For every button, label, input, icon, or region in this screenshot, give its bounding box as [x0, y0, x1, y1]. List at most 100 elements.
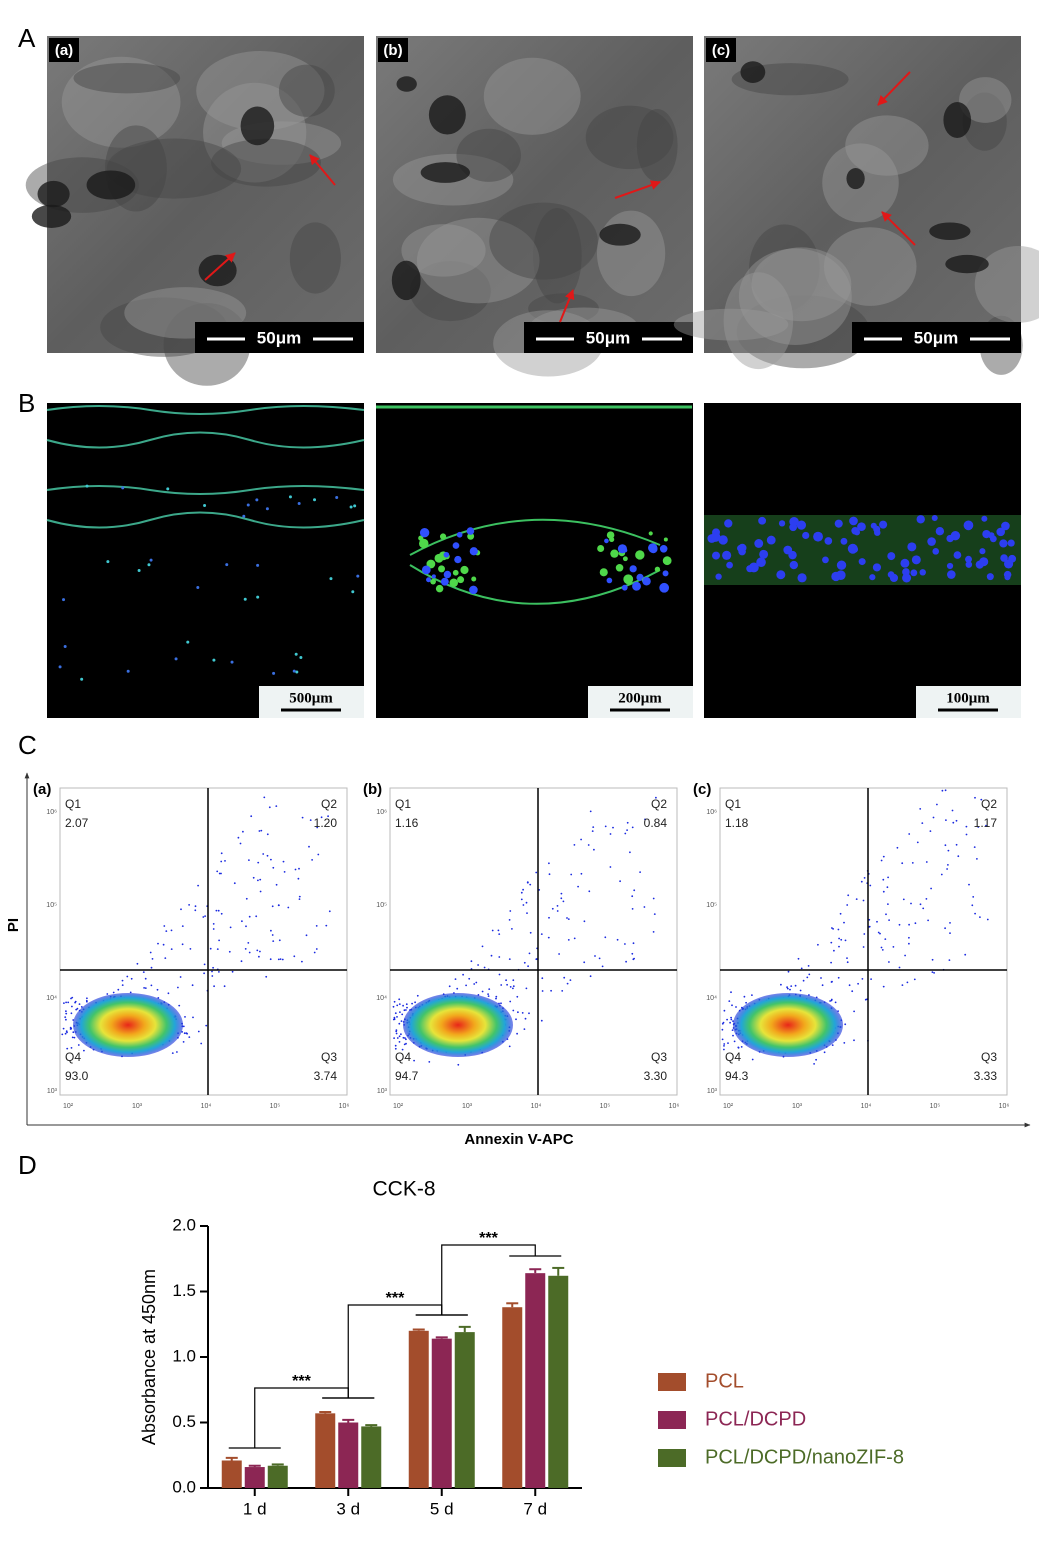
nucleus — [982, 529, 991, 539]
nucleus — [963, 520, 974, 531]
event-dot — [914, 922, 917, 925]
event-dot — [838, 937, 840, 940]
event-dot — [844, 1023, 847, 1026]
event-dot — [829, 1000, 831, 1002]
event-dot — [631, 908, 634, 910]
nucleus — [946, 562, 954, 570]
event-dot — [527, 965, 529, 968]
nucleus — [851, 546, 859, 553]
event-dot — [275, 883, 278, 886]
event-dot — [126, 975, 129, 978]
event-dot — [880, 859, 883, 862]
event-dot — [263, 796, 266, 799]
event-dot — [517, 1011, 519, 1014]
fiber — [46, 511, 365, 529]
nucleus — [849, 516, 858, 526]
event-dot — [197, 1030, 200, 1033]
event-dot — [723, 1045, 725, 1047]
nucleus — [857, 522, 866, 532]
event-dot — [164, 957, 167, 959]
cell — [663, 537, 668, 542]
cell — [335, 496, 339, 500]
event-dot — [194, 909, 197, 912]
cell — [452, 569, 459, 576]
nucleus — [872, 563, 882, 572]
x-tick-label: 10⁶ — [339, 1103, 350, 1110]
event-dot — [315, 925, 318, 927]
event-dot — [946, 868, 948, 870]
event-dot — [562, 900, 565, 903]
cell — [456, 531, 463, 538]
event-dot — [528, 1012, 530, 1015]
legend-label: PCL — [705, 1370, 744, 1392]
event-dot — [789, 988, 791, 991]
event-dot — [313, 951, 316, 954]
event-dot — [245, 925, 247, 928]
event-dot — [462, 973, 464, 976]
event-dot — [61, 1033, 64, 1036]
event-dot — [400, 1020, 403, 1022]
event-dot — [150, 966, 153, 969]
panel-label: C — [18, 730, 37, 760]
subpanel-label-box — [378, 38, 408, 62]
cell — [419, 538, 429, 549]
nucleus — [947, 570, 956, 579]
cell — [609, 536, 615, 543]
event-dot — [881, 949, 884, 951]
event-dot — [968, 883, 970, 886]
event-dot — [846, 904, 849, 906]
nucleus — [759, 549, 769, 559]
event-dot — [85, 999, 88, 1002]
event-dot — [790, 985, 793, 987]
event-dot — [820, 977, 822, 979]
event-dot — [624, 832, 627, 835]
event-dot — [301, 960, 303, 963]
event-dot — [212, 928, 215, 930]
bar — [408, 1330, 429, 1488]
event-dot — [454, 978, 457, 980]
cell — [186, 640, 190, 644]
event-dot — [522, 888, 524, 891]
y-tick-label: 10⁵ — [46, 902, 57, 909]
cell — [469, 585, 478, 595]
event-dot — [176, 1051, 178, 1053]
cell — [426, 577, 432, 583]
nucleus — [989, 535, 997, 543]
event-dot — [191, 984, 194, 987]
event-dot — [268, 806, 271, 809]
cell — [196, 585, 200, 589]
event-dot — [497, 929, 500, 932]
y-tick-label: 1.5 — [172, 1281, 196, 1300]
cell — [203, 503, 207, 507]
event-dot — [727, 1042, 729, 1044]
event-dot — [477, 964, 479, 966]
event-dot — [401, 1048, 404, 1051]
quadrant-percent: 1.20 — [314, 816, 338, 830]
cell — [454, 555, 462, 564]
quadrant-name: Q2 — [981, 797, 997, 811]
cell — [617, 544, 627, 554]
event-dot — [587, 844, 590, 846]
event-dot — [745, 1001, 747, 1004]
cell — [62, 598, 66, 602]
quadrant-name: Q4 — [395, 1050, 411, 1064]
event-dot — [947, 864, 949, 866]
nucleus — [722, 550, 732, 560]
event-dot — [957, 855, 960, 858]
event-dot — [266, 854, 269, 857]
event-dot — [529, 883, 532, 886]
cell — [353, 504, 357, 508]
nucleus — [902, 568, 910, 576]
event-dot — [62, 1027, 65, 1030]
quadrant-name: Q3 — [321, 1050, 337, 1064]
event-dot — [266, 833, 269, 836]
event-dot — [405, 1009, 407, 1011]
event-dot — [495, 995, 498, 998]
nucleus — [870, 522, 877, 529]
sem-texture — [401, 224, 486, 277]
event-dot — [414, 1001, 416, 1004]
event-dot — [729, 1021, 731, 1024]
y-tick-label: 10⁴ — [706, 995, 717, 1002]
event-dot — [925, 898, 928, 900]
event-dot — [395, 1032, 398, 1035]
